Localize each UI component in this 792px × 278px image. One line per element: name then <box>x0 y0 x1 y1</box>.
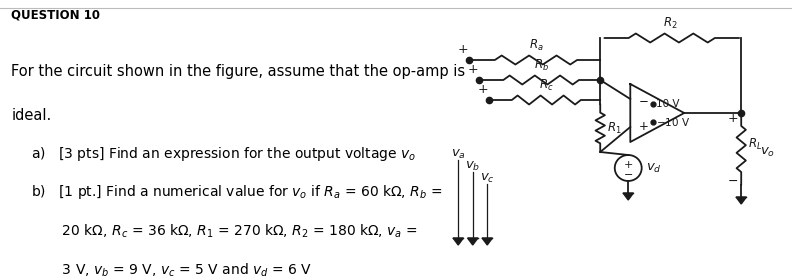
Text: 10 V: 10 V <box>657 99 680 109</box>
Text: $+$: $+$ <box>457 43 468 56</box>
Text: $+$: $+$ <box>467 63 478 76</box>
Text: $R_L$: $R_L$ <box>748 136 763 152</box>
Text: a)   [3 pts] Find an expression for the output voltage $v_o$: a) [3 pts] Find an expression for the ou… <box>32 145 417 163</box>
Text: $+$: $+$ <box>727 111 738 125</box>
Text: 3 V, $v_b$ = 9 V, $v_c$ = 5 V and $v_d$ = 6 V: 3 V, $v_b$ = 9 V, $v_c$ = 5 V and $v_d$ … <box>32 261 312 278</box>
Text: $v_d$: $v_d$ <box>645 162 661 175</box>
Text: $-$: $-$ <box>623 168 634 178</box>
Text: $v_c$: $v_c$ <box>480 172 495 185</box>
Polygon shape <box>736 197 746 204</box>
Text: $R_a$: $R_a$ <box>528 38 543 53</box>
Text: $+$: $+$ <box>623 158 634 170</box>
Polygon shape <box>453 238 463 245</box>
Text: ideal.: ideal. <box>11 108 51 123</box>
Polygon shape <box>623 193 634 200</box>
Text: $-$: $-$ <box>727 173 738 187</box>
Text: $+$: $+$ <box>638 120 648 133</box>
Text: $R_2$: $R_2$ <box>664 16 678 31</box>
Text: For the circuit shown in the figure, assume that the op-amp is: For the circuit shown in the figure, ass… <box>11 64 466 79</box>
Text: $v_b$: $v_b$ <box>465 160 481 173</box>
Text: $R_1$: $R_1$ <box>607 120 623 136</box>
Text: $-$: $-$ <box>638 93 648 105</box>
Text: $R_b$: $R_b$ <box>534 58 549 73</box>
Text: $R_c$: $R_c$ <box>539 78 554 93</box>
Text: QUESTION 10: QUESTION 10 <box>11 8 100 21</box>
Text: $v_o$: $v_o$ <box>760 145 775 158</box>
Text: $v_a$: $v_a$ <box>451 148 466 161</box>
Polygon shape <box>482 238 493 245</box>
Polygon shape <box>467 238 478 245</box>
Text: $+$: $+$ <box>478 83 489 96</box>
Text: $-$10 V: $-$10 V <box>657 116 691 128</box>
Text: b)   [1 pt.] Find a numerical value for $v_o$ if $R_a$ = 60 kΩ, $R_b$ =: b) [1 pt.] Find a numerical value for $v… <box>32 183 443 202</box>
Text: 20 kΩ, $R_c$ = 36 kΩ, $R_1$ = 270 kΩ, $R_2$ = 180 kΩ, $v_a$ =: 20 kΩ, $R_c$ = 36 kΩ, $R_1$ = 270 kΩ, $R… <box>32 222 418 240</box>
